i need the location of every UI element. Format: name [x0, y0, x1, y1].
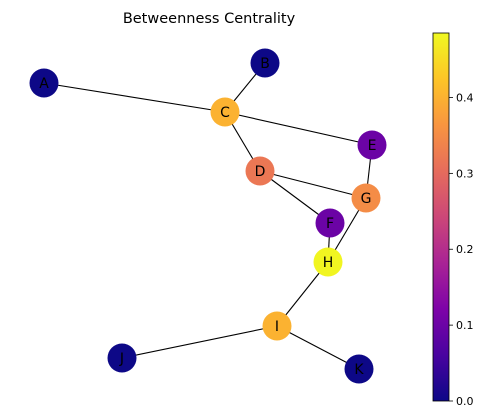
node-e-circle [357, 130, 387, 160]
node-j-circle [107, 343, 137, 373]
colorbar-tick-label: 0.0 [456, 395, 474, 408]
edge-i-k [276, 325, 360, 370]
node-k-circle [344, 354, 374, 384]
node-d-label: D [255, 164, 266, 180]
node-e-label: E [368, 138, 377, 154]
node-i-circle [262, 311, 292, 341]
node-d-circle [245, 156, 275, 186]
node-c: C [210, 97, 240, 127]
node-g-label: G [361, 191, 372, 207]
node-h: H [313, 247, 343, 277]
nodes-layer: A B C D E F G H I J K [29, 48, 387, 384]
node-e: E [357, 130, 387, 160]
node-a-circle [29, 68, 59, 98]
colorbar-gradient [432, 32, 450, 402]
edge-d-f [259, 170, 331, 224]
chart-title: Betweenness Centrality [123, 11, 296, 27]
node-h-label: H [323, 255, 334, 271]
node-d: D [245, 156, 275, 186]
node-b-circle [250, 48, 280, 78]
node-j: J [107, 343, 137, 373]
node-h-circle [313, 247, 343, 277]
node-j-label: J [119, 351, 124, 367]
node-k: K [344, 354, 374, 384]
colorbar: 0.0 0.1 0.2 0.3 0.4 [432, 32, 474, 408]
colorbar-tick-label: 0.2 [456, 243, 474, 256]
edge-i-j [121, 325, 278, 359]
node-a-label: A [39, 76, 49, 92]
node-k-label: K [354, 362, 364, 378]
node-f: F [315, 208, 345, 238]
node-c-circle [210, 97, 240, 127]
colorbar-ticks: 0.0 0.1 0.2 0.3 0.4 [449, 91, 474, 408]
node-b: B [250, 48, 280, 78]
node-g: G [351, 183, 381, 213]
edge-c-e [224, 111, 373, 146]
node-g-circle [351, 183, 381, 213]
node-c-label: C [220, 105, 230, 121]
colorbar-tick-label: 0.3 [456, 167, 474, 180]
node-a: A [29, 68, 59, 98]
edge-d-g [259, 170, 367, 199]
edge-a-c [43, 82, 226, 113]
node-i: I [262, 311, 292, 341]
colorbar-tick-label: 0.4 [456, 91, 474, 104]
node-f-label: F [326, 216, 334, 232]
node-f-circle [315, 208, 345, 238]
node-i-label: I [275, 319, 279, 335]
colorbar-tick-label: 0.1 [456, 319, 474, 332]
node-b-label: B [260, 56, 270, 72]
